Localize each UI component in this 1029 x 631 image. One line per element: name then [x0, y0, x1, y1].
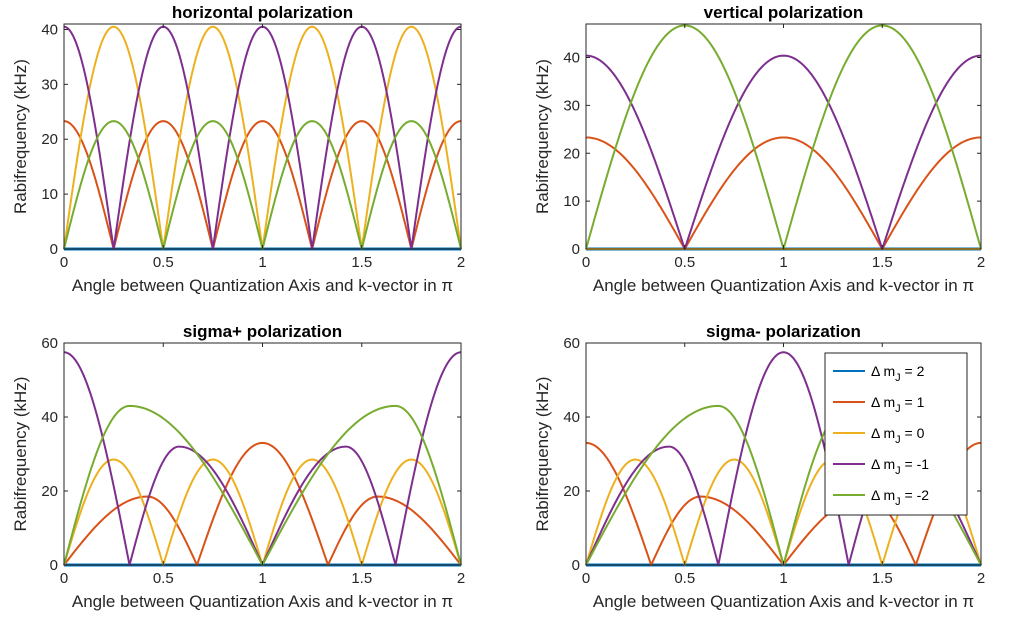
x-tick-label: 0	[60, 254, 68, 271]
x-tick-label: 1	[258, 570, 266, 587]
x-tick-label: 0.5	[153, 254, 174, 271]
x-axis-label: Angle between Quantization Axis and k-ve…	[593, 592, 974, 611]
x-tick-label: 2	[977, 254, 985, 271]
x-tick-label: 0.5	[674, 570, 695, 587]
y-tick-label: 40	[41, 409, 58, 426]
x-tick-label: 1	[779, 570, 787, 587]
x-tick-label: 2	[457, 570, 465, 587]
y-tick-label: 0	[572, 241, 580, 258]
x-tick-label: 1	[779, 254, 787, 271]
x-tick-label: 1.5	[872, 570, 893, 587]
y-tick-label: 10	[41, 186, 58, 203]
x-tick-label: 0.5	[153, 570, 174, 587]
x-tick-label: 0	[582, 254, 590, 271]
chart-title: horizontal polarization	[172, 3, 353, 22]
x-tick-label: 0	[582, 570, 590, 587]
legend: Δ mJ = 2Δ mJ = 1Δ mJ = 0Δ mJ = -1Δ mJ = …	[825, 353, 967, 515]
x-tick-label: 2	[977, 570, 985, 587]
x-tick-label: 0.5	[674, 254, 695, 271]
y-tick-label: 0	[50, 557, 58, 574]
x-axis-label: Angle between Quantization Axis and k-ve…	[593, 276, 974, 295]
y-tick-label: 30	[563, 97, 580, 114]
y-tick-label: 20	[41, 483, 58, 500]
y-tick-label: 40	[563, 50, 580, 67]
y-tick-label: 60	[563, 335, 580, 352]
x-axis-label: Angle between Quantization Axis and k-ve…	[72, 276, 453, 295]
y-tick-label: 20	[563, 145, 580, 162]
y-axis-label: Rabifrequency (kHz)	[11, 59, 30, 214]
y-axis-label: Rabifrequency (kHz)	[533, 59, 552, 214]
y-tick-label: 20	[41, 131, 58, 148]
y-tick-label: 10	[563, 193, 580, 210]
y-tick-label: 0	[50, 241, 58, 258]
y-tick-label: 0	[572, 557, 580, 574]
x-tick-label: 1	[258, 254, 266, 271]
y-axis-label: Rabifrequency (kHz)	[11, 377, 30, 532]
plot-area	[64, 24, 461, 249]
chart-title: sigma+ polarization	[183, 322, 342, 341]
y-tick-label: 40	[41, 21, 58, 38]
chart-title: vertical polarization	[704, 3, 864, 22]
x-tick-label: 1.5	[872, 254, 893, 271]
x-tick-label: 1.5	[351, 254, 372, 271]
x-tick-label: 1.5	[351, 570, 372, 587]
y-tick-label: 30	[41, 76, 58, 93]
x-tick-label: 2	[457, 254, 465, 271]
y-axis-label: Rabifrequency (kHz)	[533, 377, 552, 532]
y-tick-label: 40	[563, 409, 580, 426]
y-tick-label: 20	[563, 483, 580, 500]
x-axis-label: Angle between Quantization Axis and k-ve…	[72, 592, 453, 611]
x-tick-label: 0	[60, 570, 68, 587]
y-tick-label: 60	[41, 335, 58, 352]
chart-title: sigma- polarization	[706, 322, 861, 341]
